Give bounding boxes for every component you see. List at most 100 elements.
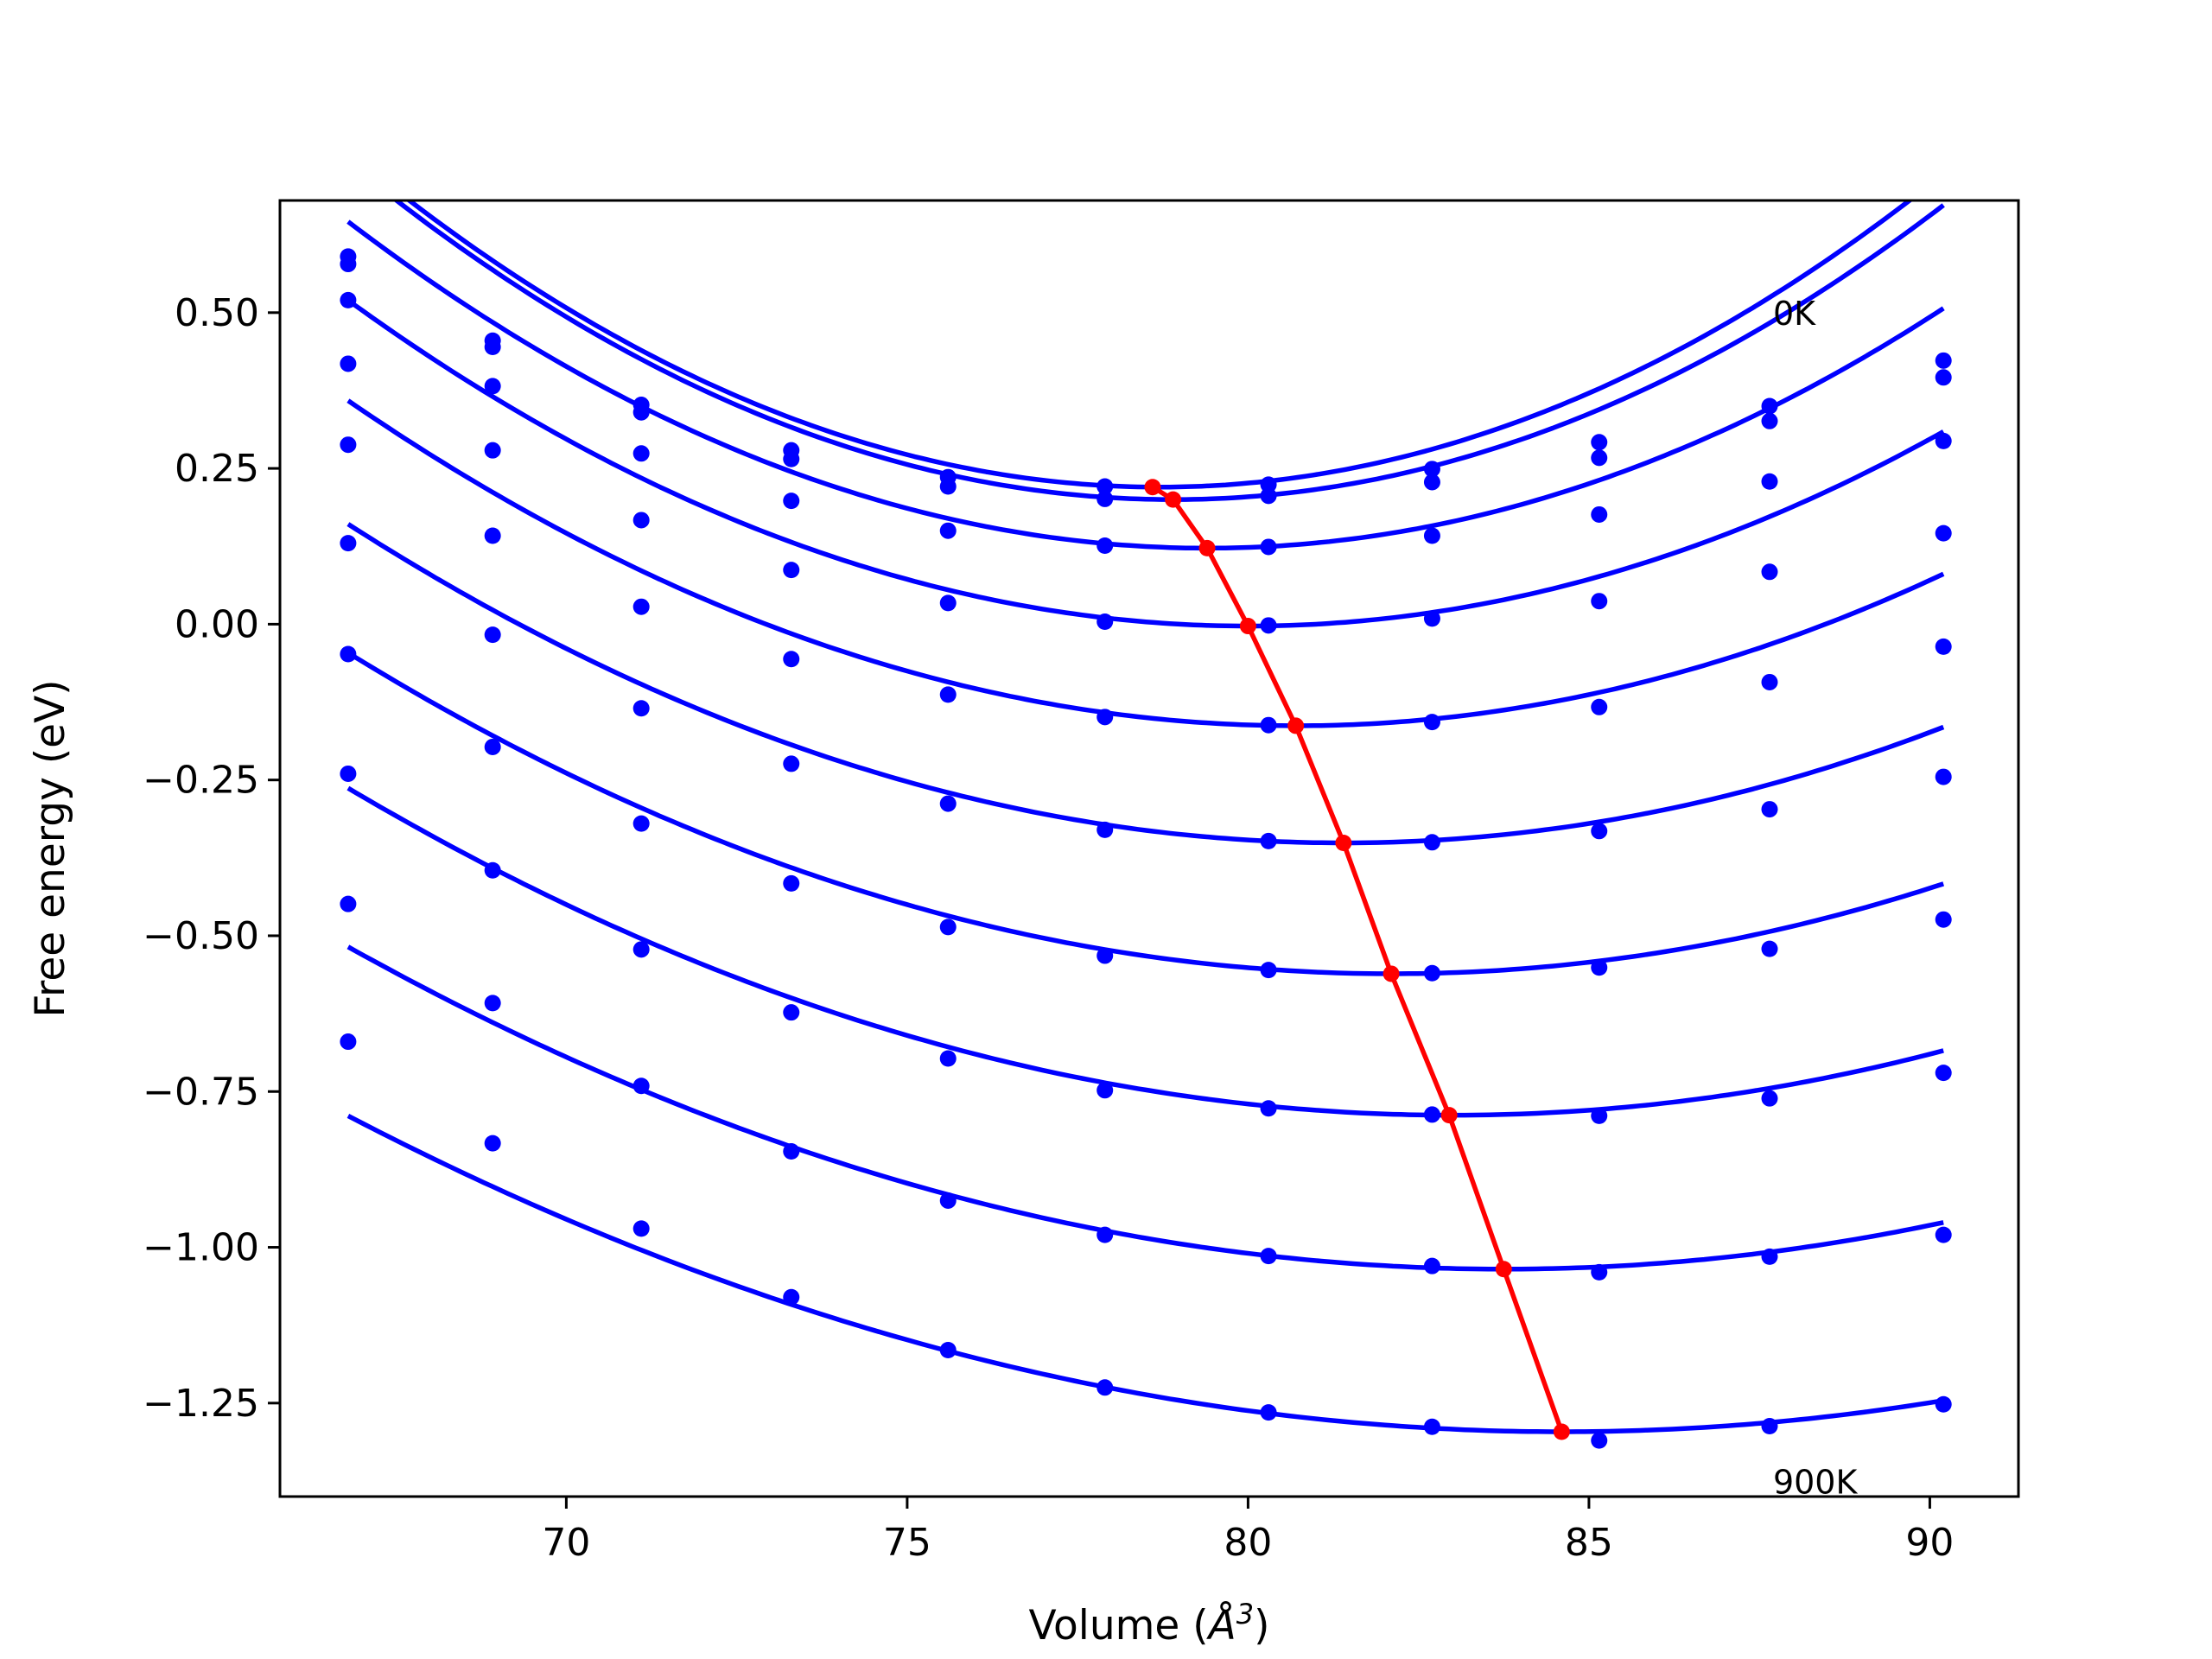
- series-10-point: [1761, 1418, 1778, 1435]
- series-5-point: [1423, 714, 1440, 731]
- series-6-point: [484, 626, 501, 644]
- series-5-point: [340, 436, 357, 454]
- series-6-point: [1935, 768, 1952, 785]
- minima-point: [1495, 1261, 1512, 1278]
- series-8-point: [939, 1050, 957, 1067]
- y-axis: 0.50 0.25 0.00 −0.25 −0.50 −0.75 −1.00 −1.25: [143, 291, 280, 1426]
- minima-point: [1165, 491, 1182, 508]
- series-5-point: [783, 651, 800, 668]
- series-4-point: [1260, 617, 1277, 634]
- series-7-point: [1423, 964, 1440, 982]
- series-10-point: [1260, 1404, 1277, 1421]
- series-2-point: [484, 338, 501, 355]
- series-6-point: [783, 755, 800, 772]
- x-tick-label: 70: [542, 1521, 590, 1565]
- series-9-point: [783, 1142, 800, 1160]
- series-9-point: [1260, 1248, 1277, 1265]
- series-6-point: [939, 795, 957, 812]
- series-5-point: [1935, 638, 1952, 655]
- series-2-point: [1935, 369, 1952, 386]
- series-2-point: [1260, 487, 1277, 505]
- series-3-point: [939, 522, 957, 539]
- series-5-point: [939, 686, 957, 703]
- y-tick-label: 0.25: [175, 447, 259, 491]
- series-2-point: [340, 256, 357, 273]
- series-3-point: [783, 493, 800, 510]
- plot-frame: [278, 199, 2020, 1498]
- series-9-line: [346, 944, 1944, 1272]
- series-6-line: [346, 522, 1945, 846]
- x-axis: 70 75 80 85 90: [542, 1497, 1954, 1565]
- series-10-point: [340, 1033, 357, 1051]
- series-8-point: [340, 765, 357, 782]
- series-4-point: [1423, 610, 1440, 627]
- series-8-point: [1423, 1106, 1440, 1123]
- series-4-line: [346, 298, 1945, 629]
- series-1-point: [1260, 476, 1277, 493]
- series-5-point: [484, 527, 501, 544]
- series-1-point: [1935, 352, 1952, 369]
- series-7-point: [1096, 947, 1114, 964]
- series-4-point: [484, 442, 501, 459]
- series-3-point: [632, 445, 650, 462]
- series-8-point: [1761, 1090, 1778, 1107]
- series-10-point: [632, 1220, 650, 1237]
- series-5-point: [1761, 673, 1778, 690]
- series-1-point: [1096, 478, 1114, 495]
- series-9-point: [1591, 1263, 1608, 1281]
- minima-point: [1553, 1423, 1570, 1440]
- x-tick-label: 75: [883, 1521, 931, 1565]
- series-10-point: [1591, 1432, 1608, 1449]
- series-6-point: [1423, 834, 1440, 851]
- series-2-point: [1096, 490, 1114, 507]
- series-7-point: [484, 738, 501, 755]
- minima-point: [1239, 618, 1256, 635]
- series-10-line: [346, 1113, 1944, 1434]
- series-7-point: [632, 815, 650, 832]
- series-7-line: [346, 651, 1945, 976]
- y-tick-label: −1.00: [143, 1226, 259, 1270]
- series-10-point: [1423, 1418, 1440, 1435]
- minima-point: [1382, 965, 1400, 982]
- series-6-point: [1591, 823, 1608, 840]
- series-7-point: [783, 874, 800, 892]
- series-9-point: [939, 1192, 957, 1209]
- series-9-point: [1096, 1226, 1114, 1243]
- series-2-point: [783, 450, 800, 467]
- series-9-point: [1423, 1257, 1440, 1274]
- series-3-point: [1260, 538, 1277, 556]
- series-7-point: [1591, 959, 1608, 976]
- minima-point: [1440, 1107, 1458, 1124]
- minima-point: [1198, 539, 1216, 556]
- series-10-point: [484, 1135, 501, 1152]
- y-tick-label: 0.00: [175, 602, 259, 646]
- series-8-line: [346, 785, 1944, 1118]
- series-4-point: [340, 355, 357, 372]
- series-5-line: [346, 398, 1945, 728]
- series-8-point: [484, 861, 501, 879]
- series-10-point: [1096, 1379, 1114, 1396]
- y-tick-label: −1.25: [143, 1382, 259, 1426]
- series-5-point: [632, 598, 650, 615]
- x-tick-label: 85: [1565, 1521, 1613, 1565]
- series-4-point: [632, 512, 650, 529]
- x-tick-label: 80: [1224, 1521, 1272, 1565]
- series-6-point: [340, 535, 357, 552]
- series-8-point: [632, 941, 650, 958]
- series-5-point: [1260, 716, 1277, 734]
- series-1-point: [1591, 434, 1608, 451]
- annotation-label: 900K: [1773, 1463, 1859, 1501]
- y-tick-label: 0.50: [175, 291, 259, 335]
- annotation-label: 0K: [1773, 295, 1816, 333]
- y-tick-label: −0.25: [143, 759, 259, 803]
- series-6-point: [1761, 801, 1778, 818]
- series-4-point: [1761, 563, 1778, 581]
- series-8-point: [783, 1004, 800, 1021]
- series-8-point: [1935, 1065, 1952, 1082]
- minima-point: [1144, 479, 1161, 496]
- series-2-point: [1423, 474, 1440, 491]
- series-6-point: [632, 700, 650, 717]
- x-axis-title: Volume (Å3): [1029, 1598, 1270, 1649]
- series-3-point: [1761, 473, 1778, 490]
